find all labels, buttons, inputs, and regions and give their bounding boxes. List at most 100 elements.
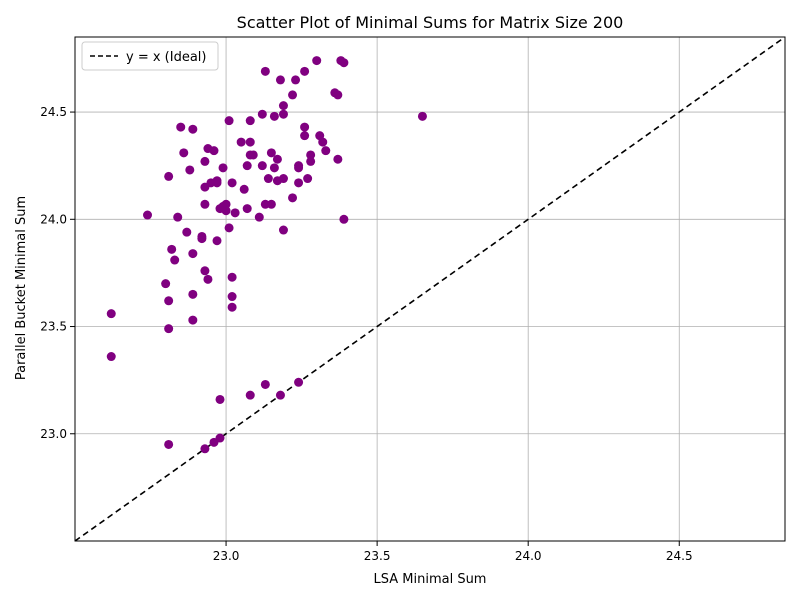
scatter-point (161, 279, 171, 289)
x-tick-label: 24.5 (666, 549, 693, 563)
scatter-point (143, 210, 153, 220)
scatter-point (260, 66, 270, 76)
scatter-point (339, 214, 349, 224)
scatter-point (176, 122, 186, 132)
scatter-point (306, 150, 316, 160)
scatter-point (269, 163, 279, 173)
y-tick-label: 24.5 (40, 105, 67, 119)
scatter-point (312, 56, 322, 66)
scatter-point (215, 394, 225, 404)
scatter-point (288, 193, 298, 203)
scatter-point (236, 137, 246, 147)
scatter-point (339, 58, 349, 68)
scatter-point (318, 137, 328, 147)
scatter-point (170, 255, 180, 265)
scatter-point (300, 131, 310, 141)
scatter-point (278, 109, 288, 119)
chart-title: Scatter Plot of Minimal Sums for Matrix … (237, 13, 624, 32)
scatter-point (227, 272, 237, 282)
scatter-point (242, 161, 252, 171)
legend: y = x (Ideal) (81, 41, 219, 71)
scatter-point (173, 212, 183, 222)
y-tick-label: 23.5 (40, 320, 67, 334)
scatter-point (257, 109, 267, 119)
scatter-point (263, 174, 273, 184)
y-tick-label: 24.0 (40, 212, 67, 226)
scatter-point (294, 377, 304, 387)
x-tick-label: 23.0 (213, 549, 240, 563)
scatter-point (294, 178, 304, 188)
scatter-point (260, 379, 270, 389)
ideal-line (74, 36, 786, 542)
scatter-point (164, 171, 174, 181)
scatter-point (291, 75, 301, 85)
scatter-point (179, 148, 189, 158)
scatter-point (106, 352, 116, 362)
scatter-point (188, 289, 198, 299)
scatter-point (242, 204, 252, 214)
ideal-line-layer (74, 36, 786, 542)
scatter-point (254, 212, 264, 222)
scatter-point (245, 390, 255, 400)
x-tick-label: 23.5 (364, 549, 391, 563)
scatter-point (200, 444, 210, 454)
scatter-point (288, 90, 298, 100)
scatter-point (167, 244, 177, 254)
scatter-point (197, 234, 207, 244)
scatter-point (321, 146, 331, 156)
scatter-point (224, 116, 234, 126)
scatter-point (221, 206, 231, 216)
x-tick-label: 24.0 (515, 549, 542, 563)
scatter-point (303, 174, 313, 184)
scatter-point (333, 90, 343, 100)
scatter-point (164, 296, 174, 306)
scatter-point (164, 324, 174, 334)
scatter-point (212, 236, 222, 246)
scatter-point (245, 137, 255, 147)
y-tick-label: 23.0 (40, 427, 67, 441)
scatter-point (294, 163, 304, 173)
scatter-point (278, 225, 288, 235)
scatter-point (188, 315, 198, 325)
scatter-point (269, 111, 279, 121)
scatter-point (182, 227, 192, 237)
scatter-point (245, 116, 255, 126)
y-axis-label: Parallel Bucket Minimal Sum (14, 196, 29, 380)
scatter-point (212, 178, 222, 188)
scatter-point (300, 66, 310, 76)
scatter-point (188, 124, 198, 134)
scatter-point (188, 249, 198, 259)
scatter-point (278, 101, 288, 111)
scatter-point (200, 266, 210, 276)
scatter-point (306, 156, 316, 166)
scatter-point (239, 184, 249, 194)
data-points (106, 56, 427, 454)
scatter-point (275, 390, 285, 400)
scatter-point (227, 292, 237, 302)
scatter-point (164, 439, 174, 449)
scatter-point (227, 178, 237, 188)
scatter-point (224, 223, 234, 233)
scatter-point (218, 163, 228, 173)
scatter-point (248, 150, 258, 160)
scatter-point (221, 199, 231, 209)
scatter-point (106, 309, 116, 319)
plot-frame (74, 36, 786, 542)
scatter-point (275, 75, 285, 85)
scatter-point (227, 302, 237, 312)
scatter-point (257, 161, 267, 171)
axis-ticks: 23.0 23.5 24.0 24.5 23.0 23.5 24.0 24.5 (40, 105, 692, 563)
scatter-point (266, 148, 276, 158)
x-axis-label: LSA Minimal Sum (374, 572, 487, 587)
scatter-point (278, 174, 288, 184)
scatter-point (230, 208, 240, 218)
grid-lines (75, 37, 785, 541)
scatter-point (333, 154, 343, 164)
scatter-point (200, 199, 210, 209)
legend-box (81, 41, 219, 71)
scatter-point (272, 154, 282, 164)
scatter-point (215, 433, 225, 443)
scatter-point (185, 165, 195, 175)
